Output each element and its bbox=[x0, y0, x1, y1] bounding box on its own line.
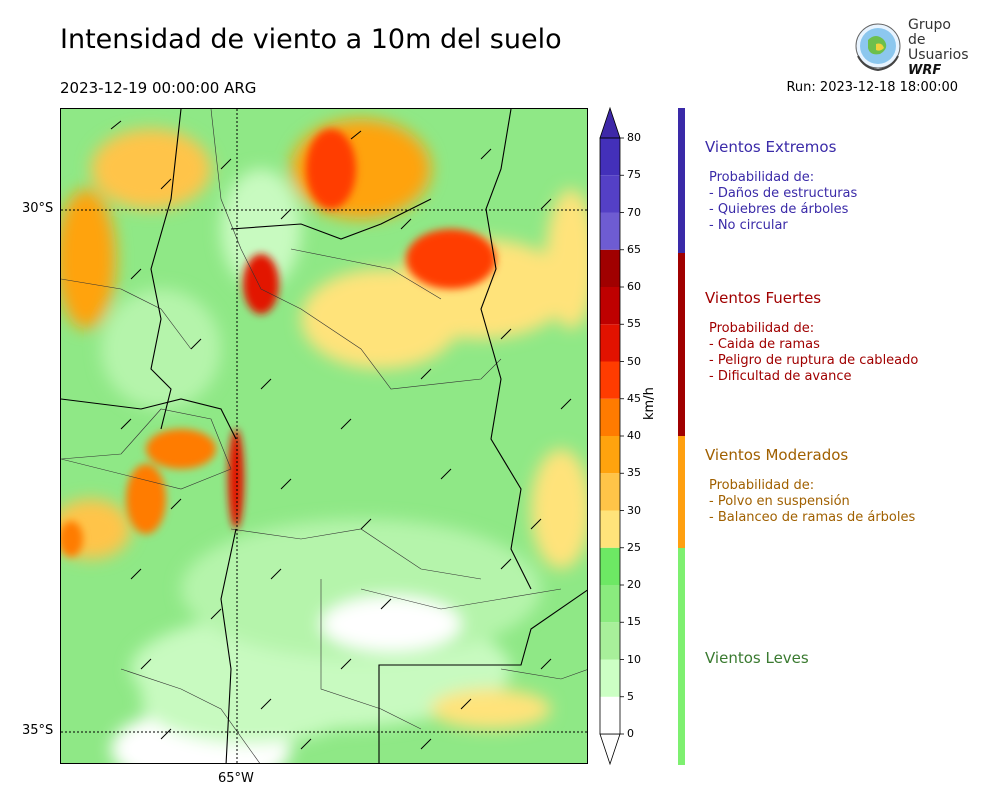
wind-map[interactable] bbox=[60, 108, 588, 764]
legend-strong-line-4: - Dificultad de avance bbox=[709, 369, 852, 384]
legend-light-title: Vientos Leves bbox=[705, 649, 809, 667]
legend-bar-moderate bbox=[678, 436, 685, 548]
lon-label-65w: 65°W bbox=[218, 771, 254, 786]
legend-moderate-line-1: Probabilidad de: bbox=[709, 478, 815, 493]
legend-bar-light bbox=[678, 548, 685, 765]
legend-strong-line-2: - Caida de ramas bbox=[709, 337, 820, 352]
legend-moderate: Vientos Moderados Probabilidad de: - Pol… bbox=[705, 446, 915, 526]
colorbar-tick-label: 65 bbox=[627, 242, 641, 256]
colorbar-extend-low bbox=[599, 733, 621, 766]
legend-moderate-line-3: - Balanceo de ramas de árboles bbox=[709, 510, 916, 525]
colorbar-swatch bbox=[600, 212, 620, 250]
colorbar-tick-label: 55 bbox=[627, 317, 641, 331]
colorbar-extend-high bbox=[599, 106, 621, 139]
colorbar-swatch bbox=[600, 398, 620, 436]
colorbar-swatch bbox=[600, 361, 620, 399]
colorbar-swatch bbox=[600, 547, 620, 585]
colorbar-tick-label: 5 bbox=[627, 689, 634, 703]
colorbar-tick-label: 75 bbox=[627, 168, 641, 182]
legend-extreme-line-2: - Daños de estructuras bbox=[709, 186, 858, 201]
colorbar-swatch bbox=[600, 436, 620, 474]
valid-time: 2023-12-19 00:00:00 ARG bbox=[60, 79, 257, 97]
page-title: Intensidad de viento a 10m del suelo bbox=[60, 24, 562, 55]
colorbar-tick-label: 50 bbox=[627, 354, 641, 368]
colorbar-tick-label: 60 bbox=[627, 280, 641, 293]
colorbar-swatch bbox=[600, 249, 620, 287]
colorbar bbox=[599, 106, 624, 766]
legend-strong-line-3: - Peligro de ruptura de cableado bbox=[709, 353, 919, 368]
colorbar-swatch bbox=[600, 287, 620, 325]
legend-strong-line-1: Probabilidad de: bbox=[709, 321, 815, 336]
colorbar-tick-label: 15 bbox=[627, 615, 641, 629]
run-time: Run: 2023-12-18 18:00:00 bbox=[786, 80, 958, 95]
colorbar-unit: km/h bbox=[642, 387, 657, 420]
wrf-logo: Grupo de Usuarios WRF bbox=[850, 17, 970, 78]
colorbar-tick-label: 35 bbox=[627, 466, 641, 480]
legend-strong: Vientos Fuertes Probabilidad de: - Caida… bbox=[705, 289, 918, 385]
colorbar-swatch bbox=[600, 324, 620, 362]
legend-light: Vientos Leves bbox=[705, 649, 809, 681]
globe-icon bbox=[855, 23, 901, 72]
legend-extreme-line-4: - No circular bbox=[709, 218, 788, 233]
lat-label-30s: 30°S bbox=[22, 201, 54, 216]
legend-extreme-line-3: - Quiebres de árboles bbox=[709, 202, 849, 217]
colorbar-tick-label: 20 bbox=[627, 578, 641, 591]
lat-label-35s: 35°S bbox=[22, 723, 54, 738]
colorbar-tick-label: 45 bbox=[627, 391, 641, 405]
colorbar-swatch bbox=[600, 696, 620, 734]
colorbar-tick-label: 80 bbox=[627, 131, 641, 144]
colorbar-swatch bbox=[600, 473, 620, 511]
legend-bar-strong bbox=[678, 253, 685, 436]
colorbar-tick-label: 70 bbox=[627, 205, 641, 219]
legend-strong-title: Vientos Fuertes bbox=[705, 289, 822, 307]
colorbar-tick-label: 10 bbox=[627, 652, 641, 666]
colorbar-swatch bbox=[600, 659, 620, 697]
colorbar-tick-label: 0 bbox=[627, 727, 634, 740]
colorbar-swatch bbox=[600, 622, 620, 660]
legend-extreme: Vientos Extremos Probabilidad de: - Daño… bbox=[705, 138, 857, 234]
legend-moderate-line-2: - Polvo en suspensión bbox=[709, 494, 850, 509]
colorbar-tick-label: 30 bbox=[627, 503, 641, 517]
colorbar-swatch bbox=[600, 138, 620, 176]
legend-moderate-title: Vientos Moderados bbox=[705, 446, 849, 464]
legend-extreme-title: Vientos Extremos bbox=[705, 138, 837, 156]
logo-line-2: Usuarios bbox=[908, 47, 969, 63]
colorbar-swatch bbox=[600, 510, 620, 548]
colorbar-tick-label: 40 bbox=[627, 429, 641, 442]
logo-line-1: Grupo de bbox=[908, 17, 951, 48]
logo-line-3: WRF bbox=[908, 63, 942, 78]
colorbar-tick-label: 25 bbox=[627, 540, 641, 554]
legend-extreme-line-1: Probabilidad de: bbox=[709, 170, 815, 185]
wind-field bbox=[61, 109, 587, 763]
legend-bar-extreme bbox=[678, 108, 685, 253]
colorbar-swatch bbox=[600, 175, 620, 213]
colorbar-swatch bbox=[600, 585, 620, 623]
